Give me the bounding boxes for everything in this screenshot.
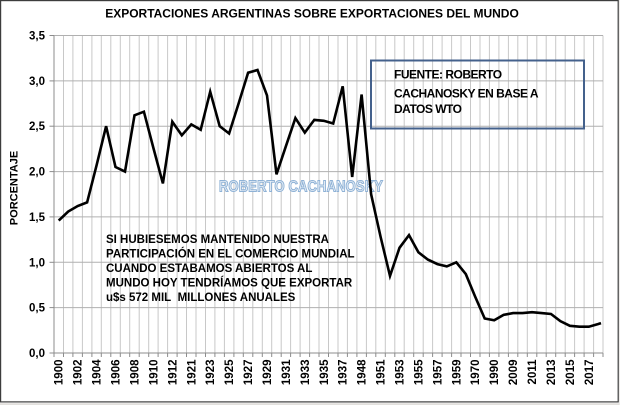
svg-text:1957: 1957 [432,360,444,386]
svg-text:2015: 2015 [565,359,577,385]
svg-text:1900: 1900 [54,360,66,386]
svg-text:1921: 1921 [186,359,198,385]
svg-text:1925: 1925 [224,359,236,385]
svg-text:1955: 1955 [413,359,425,385]
svg-text:0,0: 0,0 [29,348,45,360]
svg-text:1953: 1953 [395,360,407,386]
svg-text:DATOS WTO: DATOS WTO [394,102,462,116]
svg-text:0,5: 0,5 [29,303,46,315]
svg-text:1937: 1937 [338,360,350,386]
svg-text:1906: 1906 [111,360,123,386]
svg-text:3,0: 3,0 [29,76,45,88]
svg-text:1908: 1908 [130,359,142,385]
svg-text:2011: 2011 [527,359,539,385]
svg-text:ROBERTO CACHANOSKY: ROBERTO CACHANOSKY [219,179,383,196]
svg-text:1,0: 1,0 [29,257,45,269]
svg-text:2,0: 2,0 [29,167,45,179]
svg-text:FUENTE: ROBERTO: FUENTE: ROBERTO [394,68,502,82]
svg-text:1910: 1910 [148,360,160,386]
svg-text:1929: 1929 [262,360,274,386]
svg-text:PORCENTAJE: PORCENTAJE [9,151,21,225]
svg-text:1970: 1970 [470,360,482,386]
svg-text:1931: 1931 [281,359,293,385]
svg-text:u$s 572 MIL MILLONES ANUALES: u$s 572 MIL MILLONES ANUALES [106,292,296,304]
svg-text:1935: 1935 [319,359,331,385]
svg-text:1927: 1927 [243,360,255,386]
svg-text:1990: 1990 [489,360,501,386]
svg-text:1902: 1902 [73,360,85,386]
svg-text:2,5: 2,5 [29,121,46,133]
svg-text:MUNDO HOY TENDRÍAMOS QUE EXPOR: MUNDO HOY TENDRÍAMOS QUE EXPORTAR [106,277,353,290]
svg-text:1,5: 1,5 [29,212,46,224]
svg-text:1912: 1912 [167,360,179,386]
svg-text:3,5: 3,5 [29,31,46,43]
svg-text:2009: 2009 [508,360,520,386]
svg-text:EXPORTACIONES ARGENTINAS SOBRE: EXPORTACIONES ARGENTINAS SOBRE EXPORTACI… [105,7,519,21]
svg-text:1959: 1959 [451,360,463,386]
svg-text:1933: 1933 [300,360,312,386]
svg-text:1904: 1904 [92,359,104,385]
svg-text:2013: 2013 [546,360,558,386]
svg-text:PARTICIPACIÓN EN EL COMERCIO M: PARTICIPACIÓN EN EL COMERCIO MUNDIAL [106,248,355,261]
svg-text:1951: 1951 [376,359,388,385]
svg-text:CUANDO ESTABAMOS ABIERTOS AL: CUANDO ESTABAMOS ABIERTOS AL [106,263,312,275]
svg-text:2017: 2017 [584,360,596,386]
svg-text:1923: 1923 [205,360,217,386]
svg-text:1948: 1948 [357,359,369,385]
svg-text:CACHANOSKY EN BASE A: CACHANOSKY EN BASE A [394,87,539,101]
svg-text:SI HUBIESEMOS MANTENIDO NUESTR: SI HUBIESEMOS MANTENIDO NUESTRA [106,234,329,246]
